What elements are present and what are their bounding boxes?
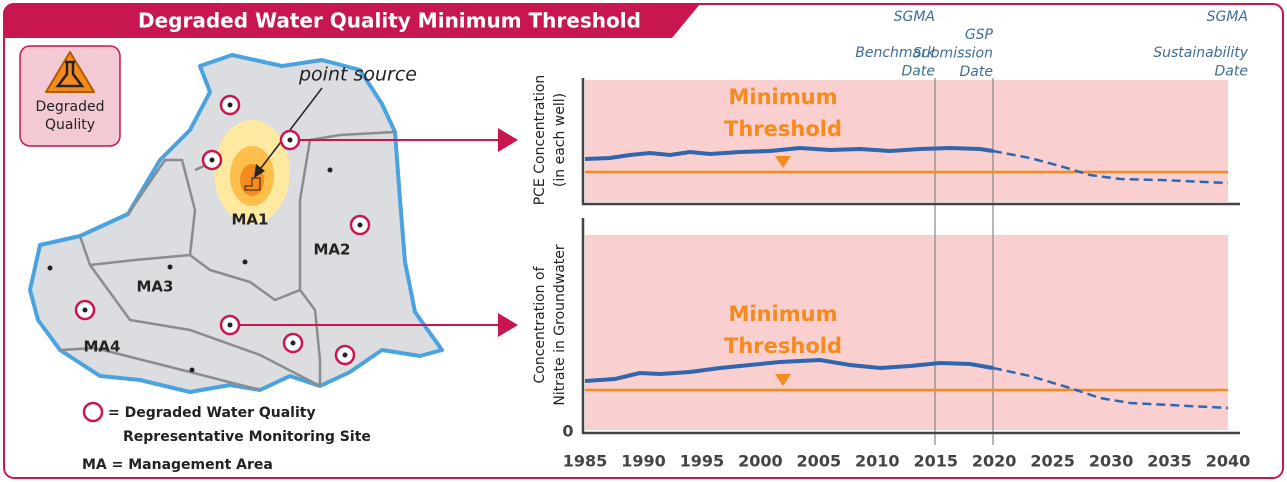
site-dot <box>209 157 215 163</box>
threshold-label: Minimum <box>729 302 838 326</box>
x-tick-label: 1995 <box>680 452 725 471</box>
date-label: GSP <box>965 27 994 43</box>
area-label: MA1 <box>232 211 269 229</box>
date-label: Date <box>960 64 993 80</box>
x-tick-label: 1985 <box>563 452 608 471</box>
source-icon <box>244 177 261 191</box>
x-tick-label: 2000 <box>738 452 783 471</box>
legend-text: Representative Monitoring Site <box>123 429 371 445</box>
title-banner <box>4 4 700 38</box>
date-label: Benchmark <box>855 45 936 61</box>
date-label: Date <box>902 64 935 80</box>
threshold-label: Threshold <box>724 334 842 358</box>
x-tick-label: 2040 <box>1206 452 1251 471</box>
zone <box>585 80 1228 202</box>
well-dots <box>47 167 333 373</box>
annotation: point source <box>298 64 417 86</box>
projection-line <box>992 149 1229 185</box>
annotation-arrowhead <box>254 164 265 178</box>
site-dot <box>290 340 296 346</box>
icon-box <box>19 45 121 147</box>
site-dot <box>82 307 88 313</box>
legend-text: MA = Management Area <box>82 457 273 473</box>
x-tick-label: 1990 <box>621 452 666 471</box>
y-axis-label: (in each well) <box>552 93 568 187</box>
zone <box>585 235 1228 430</box>
x-tick-label: 2020 <box>972 452 1017 471</box>
warning-icon <box>45 51 95 93</box>
origin-label: 0 <box>562 422 573 441</box>
legend-symbol <box>82 401 104 423</box>
x-tick-label: 2010 <box>855 452 900 471</box>
monitoring-sites <box>74 94 371 366</box>
date-line <box>934 78 994 445</box>
legend-text: = Degraded Water Quality <box>108 405 316 421</box>
icon-label: Degraded <box>35 99 104 115</box>
y-axis-label: Concentration of <box>532 265 548 383</box>
date-label: SGMA <box>894 9 935 25</box>
threshold-label: Threshold <box>724 117 842 141</box>
icon-label: Quality <box>45 117 95 133</box>
trend-line <box>584 357 994 383</box>
x-tick-label: 2035 <box>1147 452 1192 471</box>
site-dot <box>342 352 348 358</box>
labels: 1985 1990 1995 2000 2005 2010 2015 2020 2025 2030… <box>532 9 1250 471</box>
date-label: Sustainability <box>1153 45 1249 61</box>
link-arrowhead <box>498 313 518 337</box>
x-tick-label: 2005 <box>797 452 842 471</box>
x-tick-label: 2015 <box>913 452 958 471</box>
threshold-label: Minimum <box>729 85 838 109</box>
site-dot <box>227 102 233 108</box>
date-label: Submission <box>913 46 993 62</box>
flask-icon <box>55 60 85 88</box>
link-arrowhead <box>498 128 518 152</box>
site-dot <box>357 222 363 228</box>
date-label: Date <box>1215 64 1248 80</box>
area-label: MA4 <box>84 338 121 356</box>
axes <box>581 78 1240 435</box>
threshold-line <box>585 170 1228 392</box>
site-dot <box>227 322 233 328</box>
date-label: SGMA <box>1207 9 1248 25</box>
title: Degraded Water Quality Minimum Threshold <box>138 9 641 33</box>
area-label: MA3 <box>137 278 174 296</box>
area-label: MA2 <box>314 241 351 259</box>
x-tick-label: 2025 <box>1030 452 1075 471</box>
y-axis-label: PCE Concentration <box>532 75 548 206</box>
trend-line <box>584 145 994 161</box>
y-axis-label: Nitrate in Groundwater <box>552 244 568 406</box>
site-dot <box>287 137 293 143</box>
x-tick-label: 2030 <box>1089 452 1134 471</box>
